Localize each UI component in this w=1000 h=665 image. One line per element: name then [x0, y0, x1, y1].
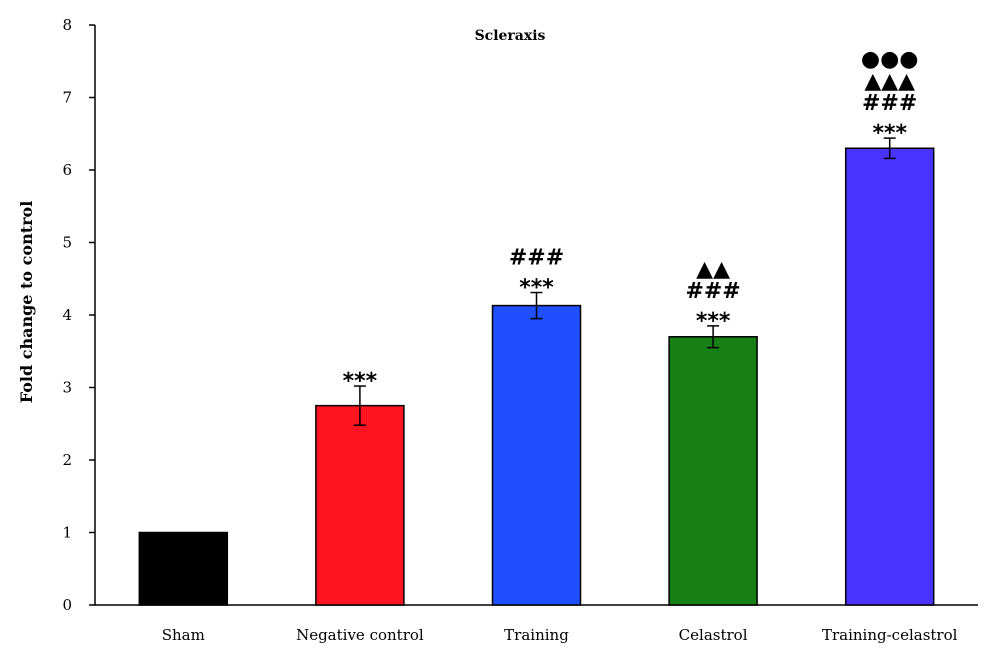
bar: [668, 336, 758, 606]
significance-mark: ###: [862, 91, 917, 116]
category-label: Training-celastrol: [822, 626, 958, 644]
significance-mark: ***: [519, 276, 554, 301]
y-tick-label: 7: [62, 89, 72, 107]
significance-mark: ***: [872, 121, 907, 146]
significance-mark: ▲▲▲: [864, 69, 915, 94]
bar: [138, 531, 229, 606]
significance-mark: ###: [685, 279, 740, 304]
y-axis-label: Fold change to control: [17, 201, 36, 404]
significance-mark: ▲▲: [696, 257, 730, 282]
category-label: Celastrol: [679, 626, 748, 644]
y-tick-label: 8: [62, 16, 72, 34]
y-tick-label: 1: [62, 524, 72, 542]
y-tick-label: 4: [62, 306, 72, 324]
y-tick-label: 2: [62, 451, 72, 469]
y-tick-label: 3: [62, 379, 72, 397]
y-tick-label: 6: [62, 161, 72, 179]
significance-mark: ***: [696, 309, 731, 334]
significance-mark: ●●●: [861, 47, 919, 72]
y-tick-label: 0: [62, 596, 72, 614]
bar: [315, 404, 405, 606]
chart-title: Scleraxis: [475, 28, 546, 44]
significance-mark: ***: [343, 369, 378, 394]
category-label: Training: [504, 626, 569, 644]
plot-area: 0 1 2 3 4 5 6 7 8 Sham Negative control *** Training…: [62, 16, 978, 644]
bar: [491, 304, 582, 606]
bar: [844, 147, 935, 606]
y-tick-label: 5: [62, 234, 72, 252]
category-label: Sham: [162, 626, 205, 644]
category-label: Negative control: [296, 626, 424, 644]
significance-mark: ###: [509, 246, 564, 271]
